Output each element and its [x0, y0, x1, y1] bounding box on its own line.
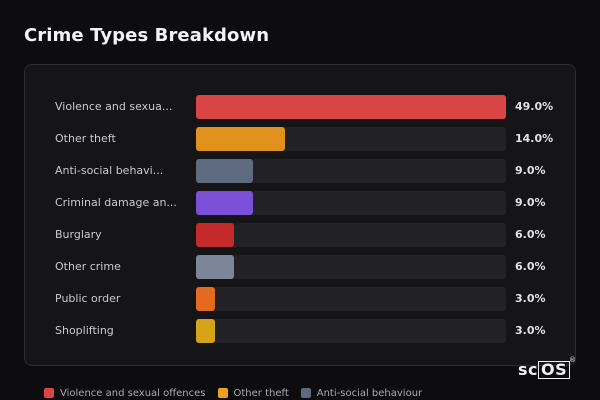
legend-item: Violence and sexual offences: [44, 388, 206, 399]
bar-track: [196, 191, 506, 215]
chart-legend: Violence and sexual offences Other theft A…: [44, 386, 422, 400]
legend-label: Other theft: [233, 387, 289, 399]
bar[interactable]: [196, 191, 253, 215]
bar-value-label: 3.0%: [515, 292, 546, 305]
legend-label: Anti-social behaviour: [316, 387, 423, 399]
bar[interactable]: [196, 223, 234, 247]
legend-swatch: [300, 388, 311, 398]
bar-value-label: 49.0%: [515, 100, 554, 113]
bar-row: Violence and sexua... 49.0%: [25, 95, 577, 119]
legend-swatch: [44, 388, 54, 398]
bar[interactable]: [196, 255, 234, 279]
bar-category-label: Criminal damage an...: [55, 196, 177, 209]
bar-row: Criminal damage an... 9.0%: [25, 191, 577, 215]
bar-track: [196, 95, 506, 119]
bar-track: [196, 287, 506, 311]
bar-track: [196, 223, 506, 247]
legend-swatch: [217, 388, 228, 398]
bar-row: Public order 3.0%: [25, 287, 577, 311]
bar-value-label: 9.0%: [515, 196, 546, 209]
bar-value-label: 3.0%: [515, 324, 546, 337]
bar-category-label: Anti-social behavi...: [55, 164, 164, 177]
bar-row: Burglary 6.0%: [25, 223, 577, 247]
bar-track: [196, 127, 506, 151]
bar-row: Other theft 14.0%: [25, 127, 577, 151]
bar-category-label: Other crime: [55, 260, 121, 273]
legend-label: Violence and sexual offences: [60, 387, 206, 399]
legend-item: Anti-social behaviour: [300, 387, 423, 399]
bar-row: Other crime 6.0%: [25, 255, 577, 279]
bar-row: Anti-social behavi... 9.0%: [25, 159, 577, 183]
logo-registered: ®: [569, 356, 577, 364]
bar-track: [196, 319, 506, 343]
bar-category-label: Burglary: [55, 228, 102, 241]
bar[interactable]: [196, 319, 215, 343]
bar-value-label: 6.0%: [515, 228, 546, 241]
bar[interactable]: [196, 159, 253, 183]
bar[interactable]: [196, 95, 506, 119]
scos-logo: sc OS ®: [518, 356, 576, 379]
bar-category-label: Other theft: [55, 132, 116, 145]
bar-track: [196, 159, 506, 183]
bar-row: Shoplifting 3.0%: [25, 319, 577, 343]
bar-category-label: Violence and sexua...: [55, 100, 173, 113]
bar-value-label: 9.0%: [515, 164, 546, 177]
logo-text-os: OS: [538, 361, 571, 379]
bar-value-label: 6.0%: [515, 260, 546, 273]
logo-text-sc: sc: [518, 360, 539, 379]
chart-title: Crime Types Breakdown: [24, 25, 270, 46]
chart-panel: Violence and sexua... 49.0% Other theft 14.…: [24, 64, 576, 366]
bar-track: [196, 255, 506, 279]
bar-category-label: Shoplifting: [55, 324, 114, 337]
legend-item: Other theft: [217, 387, 289, 399]
bar[interactable]: [196, 287, 215, 311]
bar-value-label: 14.0%: [515, 132, 554, 145]
bar-category-label: Public order: [55, 292, 121, 305]
bar[interactable]: [196, 127, 285, 151]
